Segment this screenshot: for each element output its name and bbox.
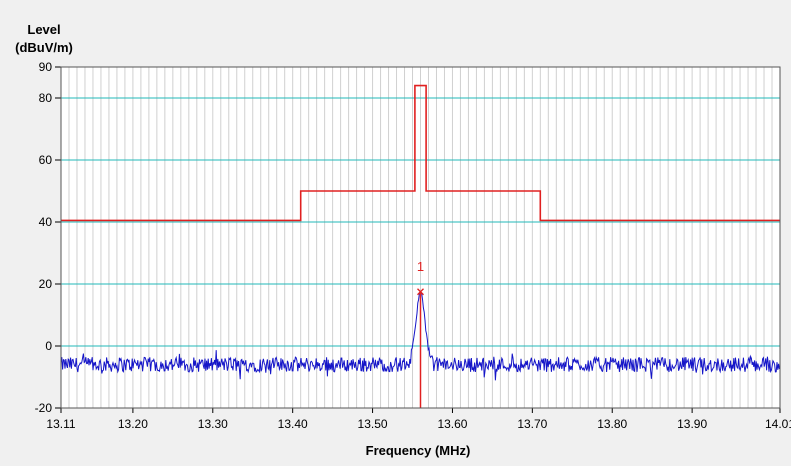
x-tick-label: 13.50 (358, 417, 388, 431)
plot-frame (60, 66, 781, 409)
limit-line (61, 84, 780, 222)
y-axis-ticks: 90 80 60 40 20 0 -20 (35, 60, 61, 415)
x-tick-label: 13.90 (677, 417, 707, 431)
major-grid (61, 97, 780, 347)
x-tick-label: 13.70 (517, 417, 547, 431)
y-axis-label-unit: (dBuV/m) (15, 40, 73, 55)
x-tick-label: 13.30 (198, 417, 228, 431)
x-tick-label: 14.01 (765, 417, 791, 431)
y-tick-label: 80 (39, 91, 53, 105)
minor-grid (68, 67, 773, 408)
x-tick-label: 13.40 (278, 417, 308, 431)
x-axis-label: Frequency (MHz) (366, 443, 471, 458)
y-tick-label: 90 (39, 60, 53, 74)
x-tick-label: 13.20 (118, 417, 148, 431)
y-tick-label: 20 (39, 277, 53, 291)
x-tick-label: 13.11 (46, 417, 75, 431)
x-axis-ticks: 13.11 13.20 13.30 13.40 13.50 13.60 13.70 13.80… (46, 408, 791, 431)
y-tick-label: 40 (39, 215, 53, 229)
y-tick-label: -20 (35, 401, 53, 415)
y-tick-label: 0 (45, 339, 52, 353)
y-axis-label-level: Level (27, 22, 60, 37)
peak-marker: 1 (417, 259, 424, 408)
marker-x-icon (417, 288, 424, 296)
y-tick-label: 60 (39, 153, 53, 167)
marker-label: 1 (417, 259, 424, 274)
x-tick-label: 13.80 (597, 417, 627, 431)
x-tick-label: 13.60 (437, 417, 467, 431)
